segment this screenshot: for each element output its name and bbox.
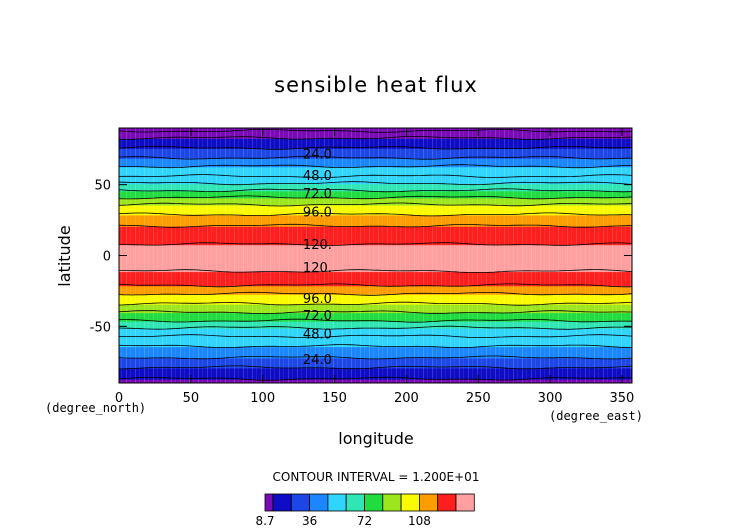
contour-line (119, 283, 632, 288)
contour-line (119, 212, 632, 217)
colorbar-cell (437, 493, 457, 512)
colorbar-tick-label: 8.7 (255, 514, 274, 528)
contour-label: 48.0 (303, 169, 332, 184)
colorbar-cell (345, 493, 365, 512)
contour-label: 24.0 (303, 148, 332, 163)
contour-line (119, 334, 632, 339)
contour-line (119, 310, 632, 315)
contour-line (119, 344, 632, 348)
contour-interval-text: CONTOUR INTERVAL = 1.200E+01 (273, 470, 480, 484)
contour-line (119, 318, 632, 323)
contour-label: 24.0 (303, 353, 332, 368)
x-axis: 0 50 100 150 200 250 300 350 (115, 128, 634, 406)
colorbar-cell (290, 493, 310, 512)
colorbar-tick-label: 36 (302, 514, 317, 528)
x-tick-label: 100 (250, 391, 275, 406)
colorbar-labels: 8.7 36 72 108 (255, 514, 430, 528)
x-axis-unit: (degree_east) (549, 409, 643, 423)
x-tick-label: 300 (538, 391, 563, 406)
contour-line (119, 174, 632, 178)
contour-label: 48.0 (303, 327, 332, 342)
contour-line (119, 188, 632, 193)
contour-line (119, 355, 632, 360)
contour-line (119, 301, 632, 306)
y-tick-label: 0 (103, 250, 111, 265)
y-tick-label: 50 (94, 179, 111, 194)
colorbar-cell (264, 493, 274, 512)
contour-line (119, 376, 632, 381)
x-tick-label: 150 (322, 391, 347, 406)
y-tick-label: -50 (90, 320, 111, 335)
x-tick-label: 250 (466, 391, 491, 406)
contour-label: 96.0 (303, 206, 332, 221)
contour-line (119, 164, 632, 169)
x-tick-label: 200 (394, 391, 419, 406)
colorbar-cell (400, 493, 420, 512)
colorbar-cell (364, 493, 384, 512)
x-tick-label: 350 (610, 391, 635, 406)
colorbar-cell (418, 493, 439, 512)
colorbar (264, 493, 475, 512)
contour-line (119, 181, 632, 186)
chart-title: sensible heat flux (274, 73, 478, 97)
colorbar-cell (382, 493, 402, 512)
contour-line (119, 325, 632, 330)
contour-label: 120. (303, 261, 332, 276)
contour-line (119, 202, 632, 207)
contour-label: 96.0 (303, 292, 332, 307)
x-tick-label: 0 (115, 391, 123, 406)
contour-line (119, 223, 632, 228)
colorbar-cell (272, 493, 292, 512)
contour-line (119, 365, 632, 370)
x-axis-label: longitude (338, 429, 413, 448)
contour-label: 120. (303, 238, 332, 253)
colorbar-cell (455, 493, 475, 512)
contour-line (119, 195, 632, 200)
contour-line (119, 242, 632, 247)
y-axis-unit: (degree_north) (45, 401, 146, 415)
contour-line (119, 155, 632, 160)
contour-line (119, 291, 632, 296)
contour-label: 72.0 (303, 187, 332, 202)
y-axis-label: latitude (55, 225, 74, 286)
contour-line (119, 269, 632, 273)
contour-labels: 24.0 48.0 72.0 96.0 120. 120. 96.0 72.0 48.0 24.0 (303, 148, 332, 368)
y-axis: -50 0 50 (90, 179, 632, 335)
colorbar-tick-label: 108 (408, 514, 431, 528)
colorbar-tick-label: 72 (357, 514, 372, 528)
contour-line (119, 145, 632, 150)
contour-lines (119, 129, 632, 381)
colorbar-cell (309, 493, 329, 512)
contour-label: 72.0 (303, 309, 332, 324)
colorbar-cell (327, 493, 347, 512)
contour-line (119, 135, 632, 140)
plot-texture (119, 128, 632, 383)
x-tick-label: 50 (183, 391, 200, 406)
contour-line (119, 129, 632, 133)
